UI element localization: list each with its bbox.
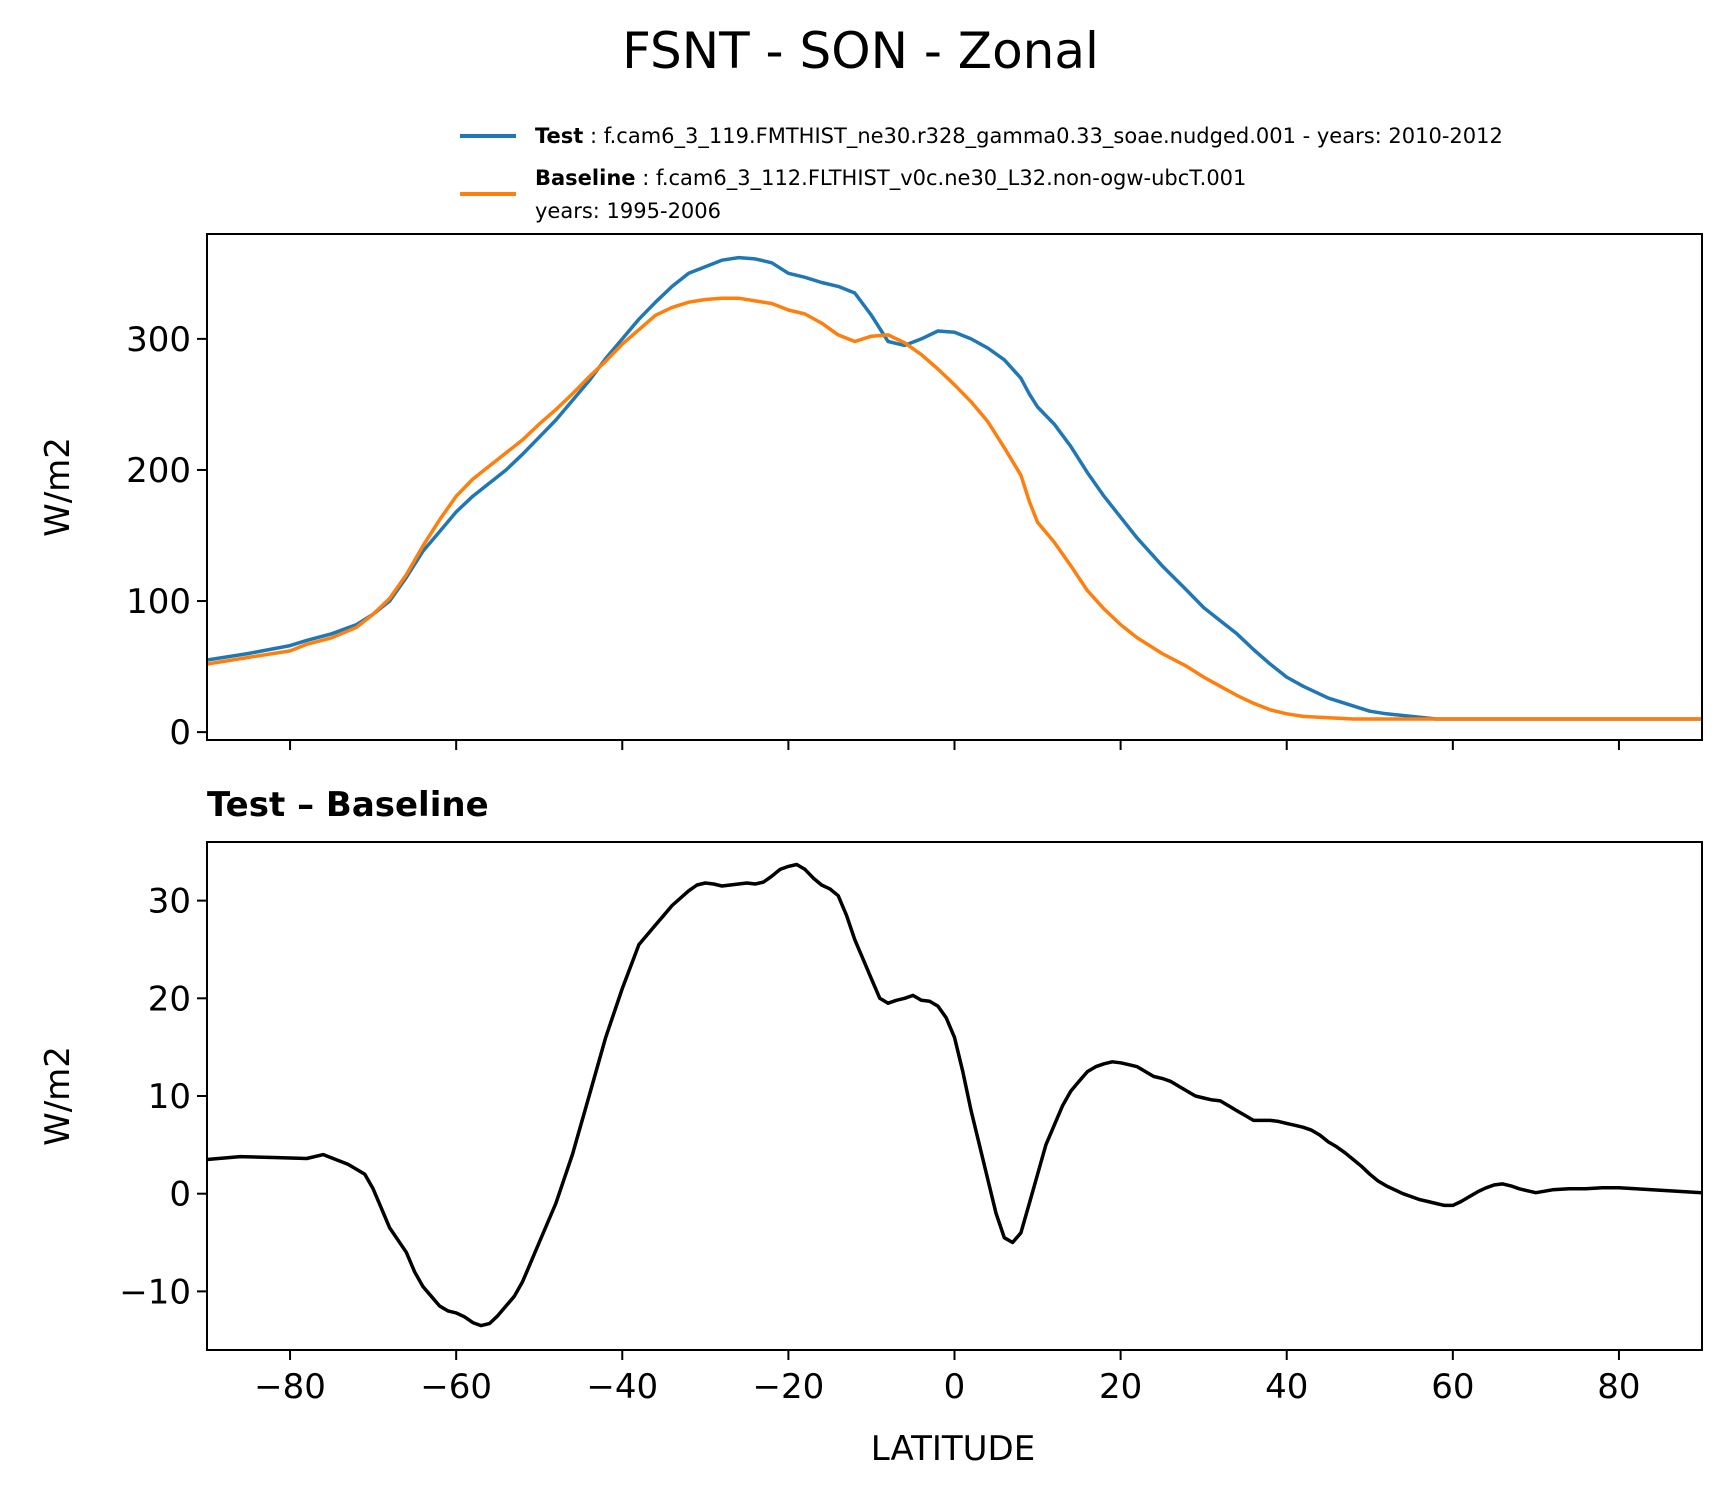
x-tick-label: 40 — [1265, 1367, 1308, 1407]
x-axis-label: LATITUDE — [871, 1429, 1035, 1469]
x-tick-label: −60 — [420, 1367, 492, 1407]
y-tick-label: −10 — [119, 1272, 191, 1312]
x-tick-label: −20 — [753, 1367, 825, 1407]
y-tick-label: 10 — [148, 1077, 191, 1117]
y-tick-label: 20 — [148, 979, 191, 1019]
legend-baseline-text: : f.cam6_3_112.FLTHIST_v0c.ne30_L32.non-… — [642, 166, 1246, 191]
series-line-test-baseline — [207, 862, 1702, 1328]
legend-test-text: : f.cam6_3_119.FMTHIST_ne30.r328_gamma0.… — [590, 124, 1503, 149]
top-panel: 0 100 200 300 W/m2 — [38, 233, 1703, 753]
y-tick-label: 100 — [126, 582, 191, 622]
legend: Test : f.cam6_3_119.FMTHIST_ne30.r328_ga… — [460, 124, 1503, 223]
plot-frame — [206, 233, 1703, 741]
y-tick-label: 200 — [126, 451, 191, 491]
svg-text:Test : f.cam6_3_119.FMTH: Test : f.cam6_3_119.FMTHIST_ne30.r328_ga… — [535, 124, 1503, 149]
difference-panel: −80 −60 −40 −20 0 20 40 60 80 −10 0 10 20 30 W/m2 — [38, 841, 1703, 1407]
legend-test-label: Test — [535, 124, 583, 148]
x-tick-label: −80 — [254, 1367, 326, 1407]
diff-panel-title: Test – Baseline — [207, 785, 489, 825]
svg-text:Baseline : f.cam6_3_112.: Baseline : f.cam6_3_112.FLTHIST_v0c.ne30… — [535, 166, 1246, 191]
legend-baseline-years: years: 1995-2006 — [535, 199, 721, 223]
x-tick-label: 0 — [944, 1367, 966, 1407]
y-tick-label: 300 — [126, 320, 191, 360]
legend-baseline-label: Baseline — [535, 166, 636, 190]
y-tick-label: 0 — [169, 713, 191, 753]
x-tick-label: −40 — [586, 1367, 658, 1407]
plot-frame — [206, 841, 1703, 1351]
y-axis-label: W/m2 — [38, 1046, 78, 1146]
x-tick-label: 60 — [1431, 1367, 1474, 1407]
x-tick-label: 80 — [1597, 1367, 1640, 1407]
series-line-baseline — [207, 296, 1702, 721]
figure-title: FSNT - SON - Zonal — [622, 22, 1099, 80]
y-axis-label: W/m2 — [38, 437, 78, 537]
series-line-test — [207, 255, 1702, 721]
y-tick-label: 0 — [169, 1175, 191, 1215]
y-tick-label: 30 — [148, 882, 191, 922]
x-tick-label: 20 — [1099, 1367, 1142, 1407]
